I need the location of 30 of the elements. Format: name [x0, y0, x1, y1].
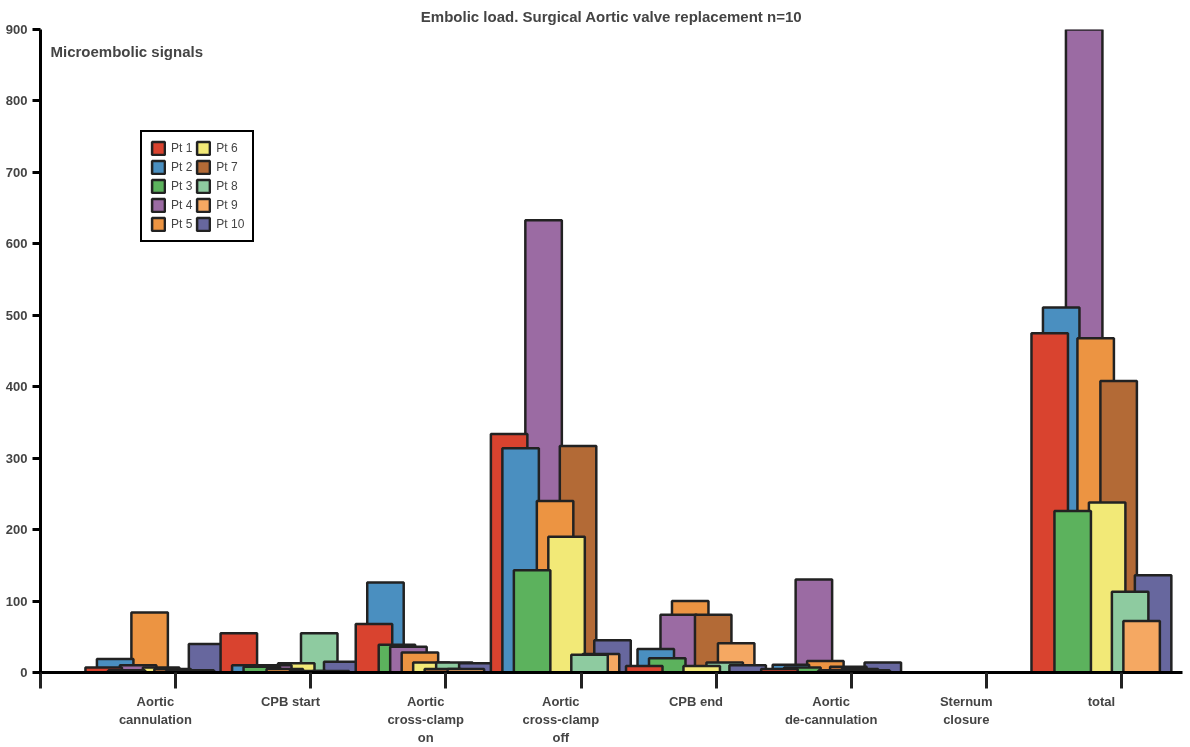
y-axis-title: Microembolic signals [50, 42, 204, 60]
legend-label: Pt 2 [171, 159, 193, 175]
y-tick-label: 800 [5, 93, 28, 109]
y-tick-label: 900 [5, 22, 28, 37]
legend-label: Pt 10 [216, 216, 245, 232]
legend-label: Pt 9 [216, 197, 238, 213]
y-tick-label: 0 [20, 665, 28, 680]
y-tick-label: 500 [5, 307, 28, 323]
y-tick-label: 700 [5, 164, 28, 180]
x-tick-label: Aortic cannulation [118, 693, 192, 727]
legend-label: Pt 3 [171, 178, 193, 194]
legend-label: Pt 6 [216, 140, 238, 156]
y-tick-label: 200 [5, 522, 28, 538]
legend-label: Pt 8 [216, 178, 238, 194]
legend-label: Pt 4 [171, 197, 193, 213]
y-tick-label: 600 [5, 236, 28, 252]
chart-title: Embolic load. Surgical Aortic valve replacement n=10 [420, 7, 802, 25]
legend-label: Pt 1 [171, 140, 193, 156]
legend-label: Pt 5 [171, 216, 193, 232]
x-tick-label: Aortic de-cannulation [784, 693, 878, 727]
y-tick-label: 100 [5, 593, 28, 609]
x-tick-label: Sternum closure [939, 693, 993, 727]
x-tick-label: CPB start [260, 693, 321, 709]
x-tick-label: CPB end [668, 693, 724, 709]
y-tick-label: 300 [5, 450, 28, 466]
x-tick-label: Aortic cross-clamp off [522, 693, 600, 745]
x-tick-label: total [1087, 693, 1116, 709]
y-tick-label: 400 [5, 379, 28, 395]
x-tick-label: Aortic cross-clamp on [387, 693, 465, 745]
legend-label: Pt 7 [216, 159, 238, 175]
